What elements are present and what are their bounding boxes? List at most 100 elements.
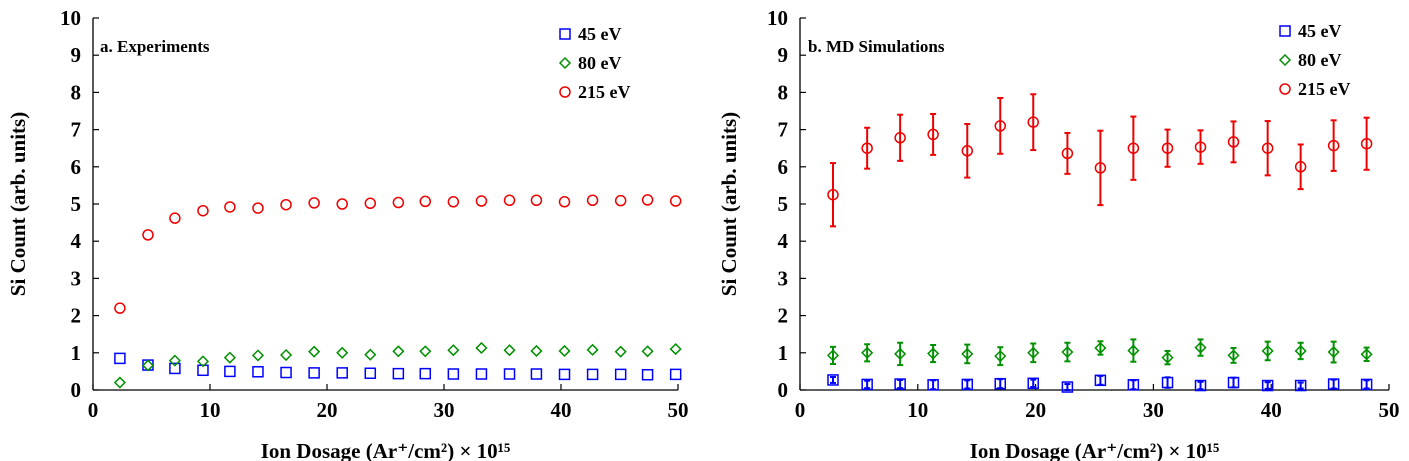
data-point — [113, 376, 126, 389]
legend-label: 45 eV — [578, 24, 622, 44]
data-point — [1227, 376, 1240, 389]
x-tick-label: 40 — [551, 398, 572, 422]
data-point — [503, 368, 516, 380]
data-point — [961, 378, 974, 391]
data-point — [558, 344, 571, 358]
data-point — [669, 368, 682, 381]
data-point — [392, 345, 405, 358]
y-tick-label: 4 — [778, 229, 789, 253]
y-axis-label: Si Count (arb. units) — [6, 112, 30, 296]
data-point — [308, 367, 320, 379]
data-point — [861, 346, 874, 359]
x-axis-label: Ion Dosage (Ar⁺/cm²) × 10¹⁵ — [261, 439, 511, 461]
data-point — [197, 364, 209, 377]
data-point — [961, 347, 974, 360]
data-point — [197, 204, 209, 217]
data-point — [503, 344, 516, 357]
data-point — [1027, 116, 1039, 128]
data-point — [1194, 379, 1207, 392]
data-point — [1061, 345, 1074, 359]
data-point — [1127, 344, 1140, 357]
y-axis-label: Si Count (arb. units) — [717, 112, 741, 296]
data-point — [1294, 344, 1307, 358]
legend-entry: 215 eV — [1279, 79, 1351, 99]
data-point — [1227, 136, 1240, 148]
legend-label: 45 eV — [1298, 21, 1342, 41]
data-point — [364, 367, 377, 380]
x-tick-label: 30 — [1143, 398, 1164, 422]
data-point — [1294, 379, 1307, 392]
data-point — [336, 346, 349, 359]
data-point — [1261, 344, 1274, 358]
y-tick-label: 5 — [778, 192, 789, 216]
data-point — [558, 196, 571, 208]
data-point — [114, 352, 126, 365]
y-tick-label: 2 — [71, 304, 82, 328]
data-point — [894, 378, 906, 390]
data-point — [586, 368, 599, 381]
data-point — [280, 366, 292, 379]
data-point — [364, 348, 377, 361]
data-point — [861, 378, 873, 391]
legend-marker — [558, 56, 572, 70]
data-point — [475, 341, 488, 355]
data-point — [614, 368, 627, 381]
data-point — [861, 142, 873, 154]
x-tick-label: 30 — [434, 398, 455, 422]
data-point — [224, 365, 236, 378]
data-point — [1161, 142, 1174, 154]
data-point — [308, 197, 320, 209]
data-point — [1327, 139, 1340, 152]
x-axis-label: Ion Dosage (Ar⁺/cm²) × 10¹⁵ — [970, 439, 1220, 461]
data-point — [280, 198, 292, 211]
data-point — [641, 345, 654, 358]
data-point — [530, 344, 543, 358]
data-point — [1227, 349, 1240, 362]
data-point — [530, 194, 543, 207]
data-point — [826, 349, 840, 362]
y-tick-label: 1 — [778, 341, 789, 365]
data-point — [894, 347, 907, 360]
series-80-ev — [113, 341, 682, 389]
data-point — [1161, 351, 1174, 364]
data-point — [1027, 377, 1039, 390]
y-tick-label: 0 — [71, 378, 82, 402]
data-point — [1061, 381, 1074, 393]
data-point — [1094, 374, 1107, 387]
data-point — [1094, 162, 1107, 174]
x-tick-label: 0 — [88, 398, 99, 422]
legend-entry: 80 eV — [1278, 50, 1342, 70]
data-point — [586, 194, 599, 207]
data-point — [894, 132, 906, 144]
y-tick-label: 5 — [71, 192, 82, 216]
data-point — [994, 377, 1007, 390]
y-tick-label: 10 — [60, 6, 81, 30]
legend-entry: 45 eV — [559, 24, 622, 44]
panel-title: b. MD Simulations — [808, 37, 945, 56]
data-point — [1194, 141, 1207, 153]
data-point — [1094, 341, 1107, 355]
y-tick-label: 6 — [778, 155, 789, 179]
data-point — [142, 229, 154, 241]
data-point — [1261, 142, 1274, 154]
y-tick-label: 7 — [778, 118, 789, 142]
data-point — [279, 348, 293, 362]
legend-marker — [1279, 25, 1291, 37]
data-point — [927, 379, 939, 391]
series-45-ev — [827, 374, 1373, 393]
data-point — [1161, 376, 1174, 389]
y-tick-label: 8 — [71, 80, 82, 104]
data-point — [614, 194, 627, 207]
panel-experiments: 0 1 2 3 4 5 6 7 8 9 10 0 10 20 30 40 50 Ion Dosage (Ar⁺/c… — [6, 6, 689, 461]
data-point — [364, 197, 377, 210]
legend-label: 215 eV — [1298, 79, 1351, 99]
x-tick-label: 40 — [1261, 398, 1282, 422]
data-point — [169, 212, 181, 224]
data-point — [1194, 341, 1207, 354]
data-point — [336, 198, 348, 210]
data-point — [669, 195, 682, 207]
legend-entry: 80 eV — [558, 53, 622, 73]
x-tick-label: 50 — [668, 398, 689, 422]
legend-entry: 45 eV — [1279, 21, 1342, 41]
